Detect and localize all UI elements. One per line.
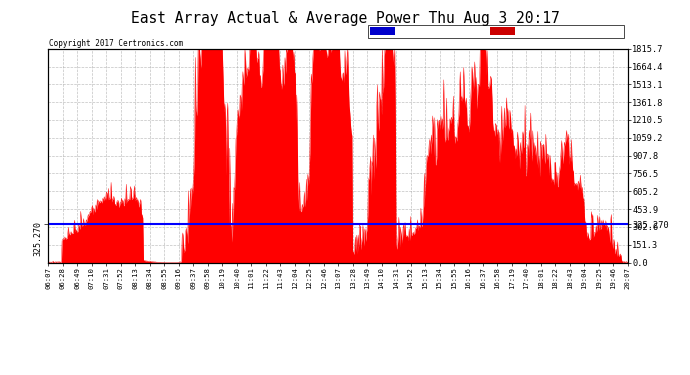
- Legend: Average (DC Watts), East Array (DC Watts): Average (DC Watts), East Array (DC Watts…: [368, 25, 624, 38]
- Text: Copyright 2017 Certronics.com: Copyright 2017 Certronics.com: [49, 39, 183, 48]
- Text: East Array Actual & Average Power Thu Aug 3 20:17: East Array Actual & Average Power Thu Au…: [130, 11, 560, 26]
